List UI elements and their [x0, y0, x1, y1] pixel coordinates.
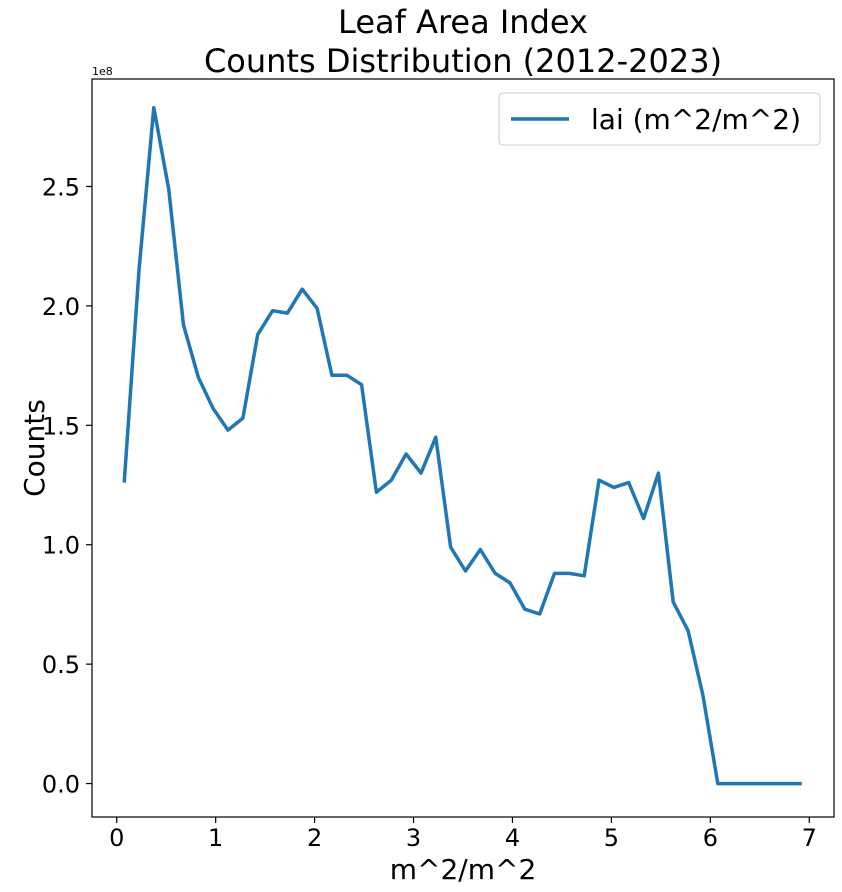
y-axis-ticks: 0.0 0.5 1.0 1.5 2.0 2.5 [42, 173, 92, 799]
y-tick-label: 2.0 [42, 293, 80, 321]
y-tick-label: 1.5 [42, 412, 80, 440]
y-tick-label: 0.5 [42, 651, 80, 679]
y-axis-offset-label: 1e8 [92, 65, 113, 78]
x-tick-label: 0 [109, 824, 124, 852]
x-tick-label: 5 [604, 824, 619, 852]
x-tick-label: 4 [505, 824, 520, 852]
x-axis-ticks: 0 1 2 3 4 5 6 7 [109, 817, 817, 852]
plot-area [91, 78, 835, 818]
legend-box [498, 92, 821, 146]
legend: lai (m^2/m^2) [498, 92, 821, 146]
x-axis-label: m^2/m^2 [390, 853, 537, 886]
x-tick-label: 3 [406, 824, 421, 852]
y-axis-label: Counts [18, 399, 51, 497]
x-tick-label: 6 [703, 824, 718, 852]
x-tick-label: 2 [307, 824, 322, 852]
x-tick-label: 1 [208, 824, 223, 852]
series-line-lai [122, 105, 802, 786]
chart-title-line-2: Counts Distribution (2012-2023) [204, 42, 722, 80]
x-tick-label: 7 [802, 824, 817, 852]
y-tick-label: 0.0 [42, 771, 80, 799]
y-tick-label: 2.5 [42, 173, 80, 201]
y-tick-label: 1.0 [42, 532, 80, 560]
chart-title-line-1: Leaf Area Index [338, 3, 588, 41]
legend-label-lai: lai (m^2/m^2) [591, 103, 801, 136]
